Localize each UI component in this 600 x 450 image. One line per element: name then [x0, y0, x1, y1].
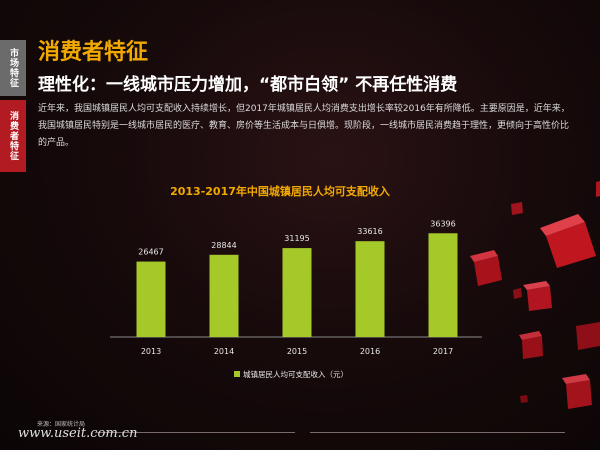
bar	[355, 241, 385, 337]
x-tick-label: 2017	[433, 347, 453, 356]
bar	[428, 233, 458, 337]
page-subtitle: 理性化：一线城市压力增加，“都市白领” 不再任性消费	[38, 75, 458, 95]
cube-icon	[523, 281, 552, 311]
decorative-cubes	[470, 181, 600, 409]
bar	[209, 254, 239, 337]
x-tick-label: 2013	[141, 347, 161, 356]
data-label: 33616	[357, 227, 382, 236]
bar-chart: 26467 2013 28844 2014 31195 2015 33616 2016 3639…	[110, 219, 482, 379]
data-label: 36396	[430, 219, 455, 228]
x-tick-label: 2014	[214, 347, 234, 356]
legend-swatch	[234, 371, 240, 377]
bar	[282, 248, 312, 337]
data-label: 26467	[138, 248, 163, 257]
cube-icon	[511, 202, 523, 215]
description-text: 近年来，我国城镇居民人均可支配收入持续增长，但2017年城镇居民人均消费支出增长…	[38, 104, 570, 148]
tab-consumer-features[interactable]: 消费者特征	[0, 100, 26, 172]
cube-icon	[540, 214, 596, 268]
cube-icon	[576, 322, 600, 350]
cube-icon	[520, 395, 528, 403]
tab-market-features[interactable]: 市场特征	[0, 40, 26, 96]
cube-icon	[596, 181, 600, 197]
cube-icon	[470, 250, 502, 286]
footer-divider	[310, 432, 565, 433]
source-note: 来源：国家统计局	[37, 421, 86, 428]
data-label: 28844	[211, 241, 236, 250]
data-label: 31195	[284, 234, 309, 243]
side-tabs: 市场特征 消费者特征	[0, 40, 26, 172]
cube-icon	[513, 288, 522, 299]
legend-label: 城镇居民人均可支配收入（元）	[243, 369, 348, 379]
bar	[136, 261, 166, 337]
x-tick-label: 2016	[360, 347, 380, 356]
footer-divider	[95, 432, 295, 433]
x-tick-label: 2015	[287, 347, 307, 356]
watermark: www.useit.com.cn	[18, 426, 138, 441]
cube-icon	[519, 331, 543, 359]
cube-icon	[562, 374, 592, 409]
chart-title: 2013-2017年中国城镇居民人均可支配收入	[170, 185, 390, 198]
page-title: 消费者特征	[38, 40, 149, 65]
